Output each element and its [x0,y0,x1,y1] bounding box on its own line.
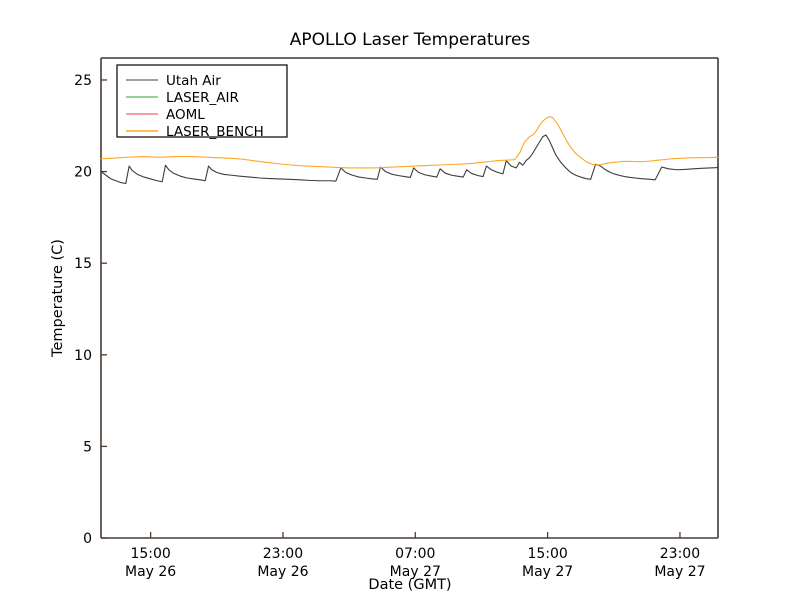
x-tick-label-time: 23:00 [660,546,700,562]
y-axis-ticks: 0 5 10 15 20 25 [74,73,107,547]
legend-background [116,64,288,138]
y-tick-label: 5 [83,439,92,455]
y-axis-label: Temperature (C) [50,239,66,358]
x-tick-label-date: May 27 [654,564,705,580]
data-series-group [100,116,719,185]
x-tick-label-date: May 26 [125,564,176,580]
series-line-utah-air [100,134,719,185]
y-tick-label: 10 [74,348,92,364]
y-tick-label: 20 [74,165,92,181]
x-tick-label-time: 15:00 [527,546,567,562]
x-tick-label-time: 07:00 [395,546,435,562]
x-tick-label-date: May 27 [390,564,441,580]
x-axis-label: Date (GMT) [368,577,451,593]
x-tick-label-date: May 26 [257,564,308,580]
y-tick-label: 25 [74,73,92,89]
y-tick-label: 0 [83,531,92,547]
legend-label-0: Utah Air [166,73,221,89]
chart-title: APOLLO Laser Temperatures [290,30,531,50]
legend-label-1: LASER_AIR [166,90,239,106]
plot-axes [100,57,719,539]
x-tick-label-time: 23:00 [263,546,303,562]
x-tick-label-date: May 27 [522,564,573,580]
legend-label-3: LASER_BENCH [166,124,264,140]
series-line-laser-bench [100,116,719,169]
x-axis-ticks: 15:00 May 26 23:00 May 26 07:00 May 27 15:00 Ma… [125,532,706,580]
legend-label-2: AOML [166,107,205,123]
x-tick-label-time: 15:00 [130,546,170,562]
y-tick-label: 15 [74,256,92,272]
